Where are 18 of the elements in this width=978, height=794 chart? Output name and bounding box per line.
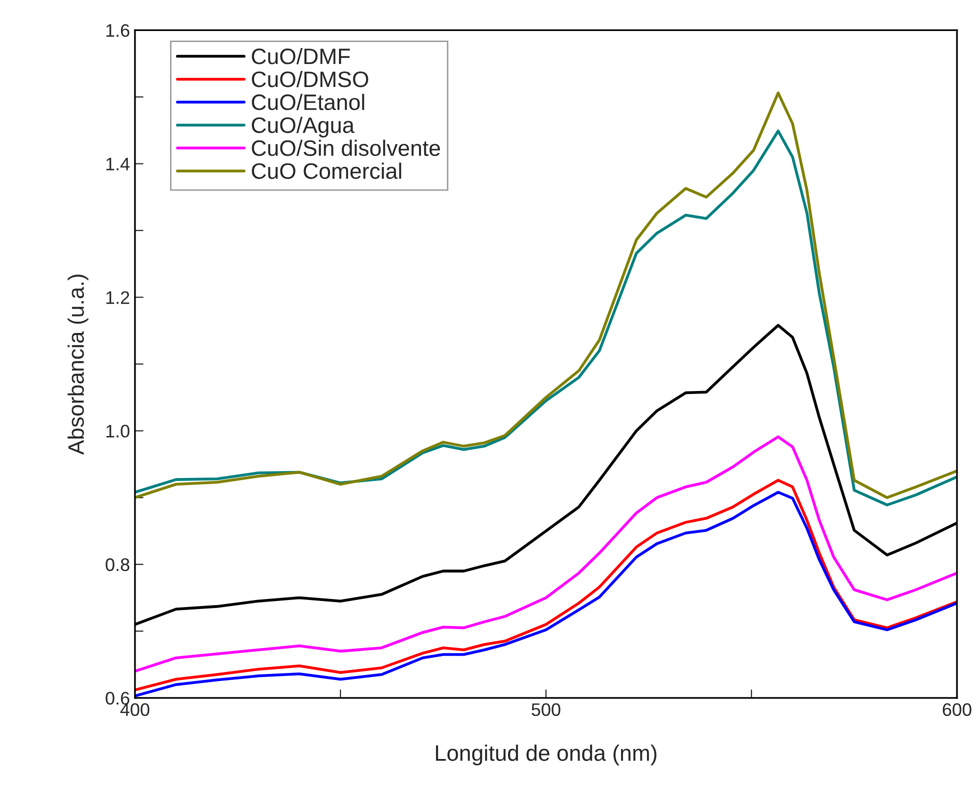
legend-label: CuO Comercial	[252, 162, 402, 179]
y-tick-label: 0.6	[106, 692, 130, 705]
x-axis-title: Longitud de onda (nm)	[436, 744, 656, 766]
y-tick-label: 1.0	[106, 424, 130, 438]
y-tick-label: 1.2	[106, 291, 130, 304]
legend-label: CuO/Agua	[252, 116, 354, 138]
y-axis-title: Absorbancia (u.a.)	[68, 274, 88, 455]
legend-label: CuO/Sin disolvente	[252, 140, 440, 156]
legend-label: CuO/Etanol	[252, 94, 364, 110]
line-series	[134, 435, 957, 673]
legend-label: CuO/DMF	[252, 48, 350, 64]
legend-label: CuO/DMSO	[252, 70, 368, 88]
x-tick-label: 600	[942, 703, 972, 716]
y-tick-label: 0.8	[106, 558, 130, 572]
x-tick-label: 500	[532, 703, 560, 716]
y-tick-label: 1.6	[106, 24, 130, 37]
y-tick-label: 1.4	[106, 158, 130, 170]
x-tick-label: 400	[120, 703, 150, 716]
